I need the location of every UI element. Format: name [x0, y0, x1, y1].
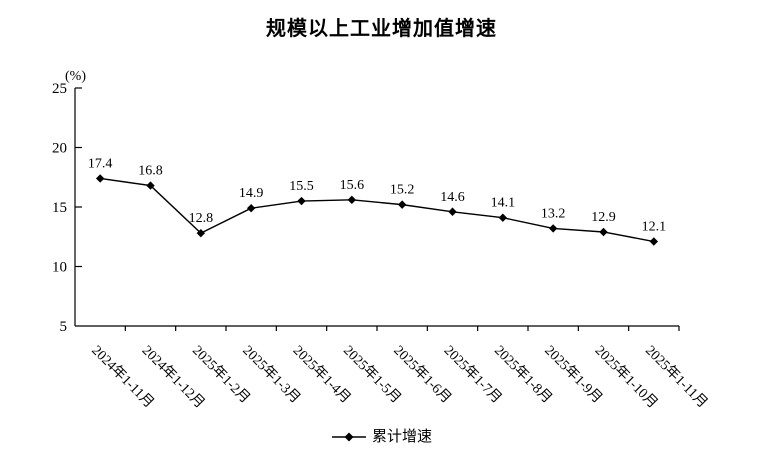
legend: 累计增速	[0, 428, 763, 446]
data-label: 16.8	[138, 164, 163, 179]
data-label: 14.1	[491, 196, 516, 211]
chart-title: 规模以上工业增加值增速	[266, 18, 497, 40]
y-tick-label: 25	[52, 81, 67, 97]
data-point-marker	[599, 227, 608, 237]
y-axis-unit-label: (%)	[65, 69, 86, 84]
data-point-marker	[347, 195, 357, 205]
legend-line-diamond-icon	[331, 432, 366, 442]
y-tick-label: 15	[52, 200, 67, 216]
data-label: 14.6	[440, 190, 465, 205]
data-label: 12.9	[591, 210, 616, 225]
data-label: 13.2	[541, 206, 566, 221]
data-point-marker	[498, 213, 508, 222]
data-label: 12.1	[642, 220, 667, 235]
y-tick-label: 20	[52, 141, 67, 157]
data-label: 15.6	[340, 178, 365, 193]
data-label: 17.4	[88, 156, 113, 171]
data-point-marker	[448, 207, 457, 216]
data-point-marker	[649, 237, 659, 246]
y-tick-label: 5	[60, 319, 68, 335]
data-point-marker	[146, 181, 155, 190]
y-tick-label: 10	[52, 260, 67, 276]
data-point-marker	[297, 196, 306, 206]
data-label: 15.5	[289, 179, 314, 194]
data-label: 15.2	[390, 183, 415, 198]
legend-label: 累计增速	[371, 429, 432, 445]
data-label: 12.8	[189, 211, 214, 226]
data-point-marker	[246, 203, 256, 213]
data-label: 14.9	[239, 186, 264, 201]
data-point-marker	[196, 228, 206, 238]
data-point-marker	[548, 224, 558, 233]
series-line	[100, 177, 654, 243]
data-point-marker	[95, 174, 105, 183]
data-point-marker	[397, 200, 407, 209]
